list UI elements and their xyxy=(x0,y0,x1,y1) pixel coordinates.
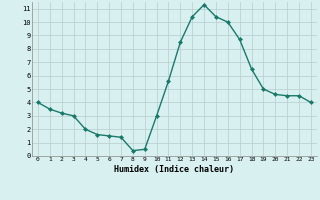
X-axis label: Humidex (Indice chaleur): Humidex (Indice chaleur) xyxy=(115,165,234,174)
